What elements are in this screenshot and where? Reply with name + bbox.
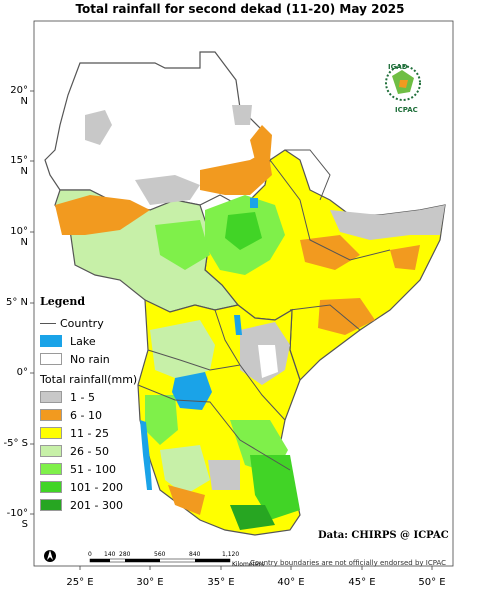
data-credit: Data: CHIRPS @ ICPAC <box>318 530 449 541</box>
legend-lake-row: Lake <box>40 332 190 350</box>
lon-label-50e: 50° E <box>418 577 446 588</box>
lake-tana <box>250 198 258 208</box>
class-swatch-51-100 <box>40 463 62 475</box>
scale-tick-label: 280 <box>119 551 131 558</box>
scale-tick-label: 140 <box>104 551 116 558</box>
lon-label-35e: 35° E <box>207 577 235 588</box>
legend-class-row: 101 - 200 <box>40 478 190 496</box>
map-title: Total rainfall for second dekad (11-20) … <box>75 2 405 16</box>
legend-class-label: 51 - 100 <box>70 462 116 476</box>
scale-tick-label: 840 <box>189 551 201 558</box>
class-swatch-26-50 <box>40 445 62 457</box>
lat-label-20n: 20° N <box>10 85 28 107</box>
legend-class-row: 26 - 50 <box>40 442 190 460</box>
lat-label-0: 0° <box>16 367 28 378</box>
north-arrow-icon <box>44 550 56 562</box>
boundary-disclaimer: Country boundaries are not officially en… <box>250 559 447 567</box>
lake-turkana <box>234 315 242 335</box>
class-swatch-101-200 <box>40 481 62 493</box>
legend-country-label: Country <box>60 316 104 330</box>
no-rain-swatch <box>40 353 62 365</box>
legend-class-label: 6 - 10 <box>70 408 102 422</box>
country-line-swatch <box>40 322 56 324</box>
legend-class-label: 101 - 200 <box>70 480 123 494</box>
scale-unit: Kilometers <box>232 561 265 568</box>
class-swatch-11-25 <box>40 427 62 439</box>
icpac-logo <box>385 65 421 101</box>
logo-org-text: IGAD <box>388 63 408 71</box>
lat-label-15n: 15° N <box>10 155 28 177</box>
scale-tick-label: 0 <box>88 551 92 558</box>
legend-class-row: 51 - 100 <box>40 460 190 478</box>
legend-class-label: 11 - 25 <box>70 426 109 440</box>
legend-class-row: 11 - 25 <box>40 424 190 442</box>
lat-label-5s: -5° S <box>3 438 29 449</box>
legend-lake-label: Lake <box>70 334 96 348</box>
lon-label-45e: 45° E <box>348 577 376 588</box>
lake-tanganyika <box>140 420 152 490</box>
scale-tick-label: 560 <box>154 551 166 558</box>
legend-class-label: 1 - 5 <box>70 390 95 404</box>
logo-institution-text: ICPAC <box>395 106 418 114</box>
class-swatch-1-5 <box>40 391 62 403</box>
lat-label-5n: 5° N <box>5 297 28 308</box>
scale-bar <box>89 558 231 563</box>
legend-no-rain-label: No rain <box>70 352 110 366</box>
class-swatch-6-10 <box>40 409 62 421</box>
legend-class-row: 1 - 5 <box>40 388 190 406</box>
legend-title: Legend <box>40 295 86 308</box>
scale-tick-label: 1,120 <box>222 551 240 558</box>
lon-label-40e: 40° E <box>277 577 305 588</box>
legend-country-row: Country <box>40 314 190 332</box>
legend-no-rain-row: No rain <box>40 350 190 368</box>
legend-class-row: 6 - 10 <box>40 406 190 424</box>
lake-swatch <box>40 335 62 347</box>
legend-class-label: 26 - 50 <box>70 444 109 458</box>
lat-label-10s: -10° S <box>6 508 28 530</box>
lat-label-10n: 10° N <box>10 226 28 248</box>
class-swatch-201-300 <box>40 499 62 511</box>
frame-ticks <box>30 90 433 570</box>
legend-class-row: 201 - 300 <box>40 496 190 514</box>
lon-label-30e: 30° E <box>136 577 164 588</box>
legend-class-label: 201 - 300 <box>70 498 123 512</box>
legend: Legend Country Lake No rain Total rainfa… <box>40 295 190 514</box>
country-boundaries <box>137 149 391 471</box>
legend-rainfall-title: Total rainfall(mm) <box>40 373 138 386</box>
lon-label-25e: 25° E <box>66 577 94 588</box>
